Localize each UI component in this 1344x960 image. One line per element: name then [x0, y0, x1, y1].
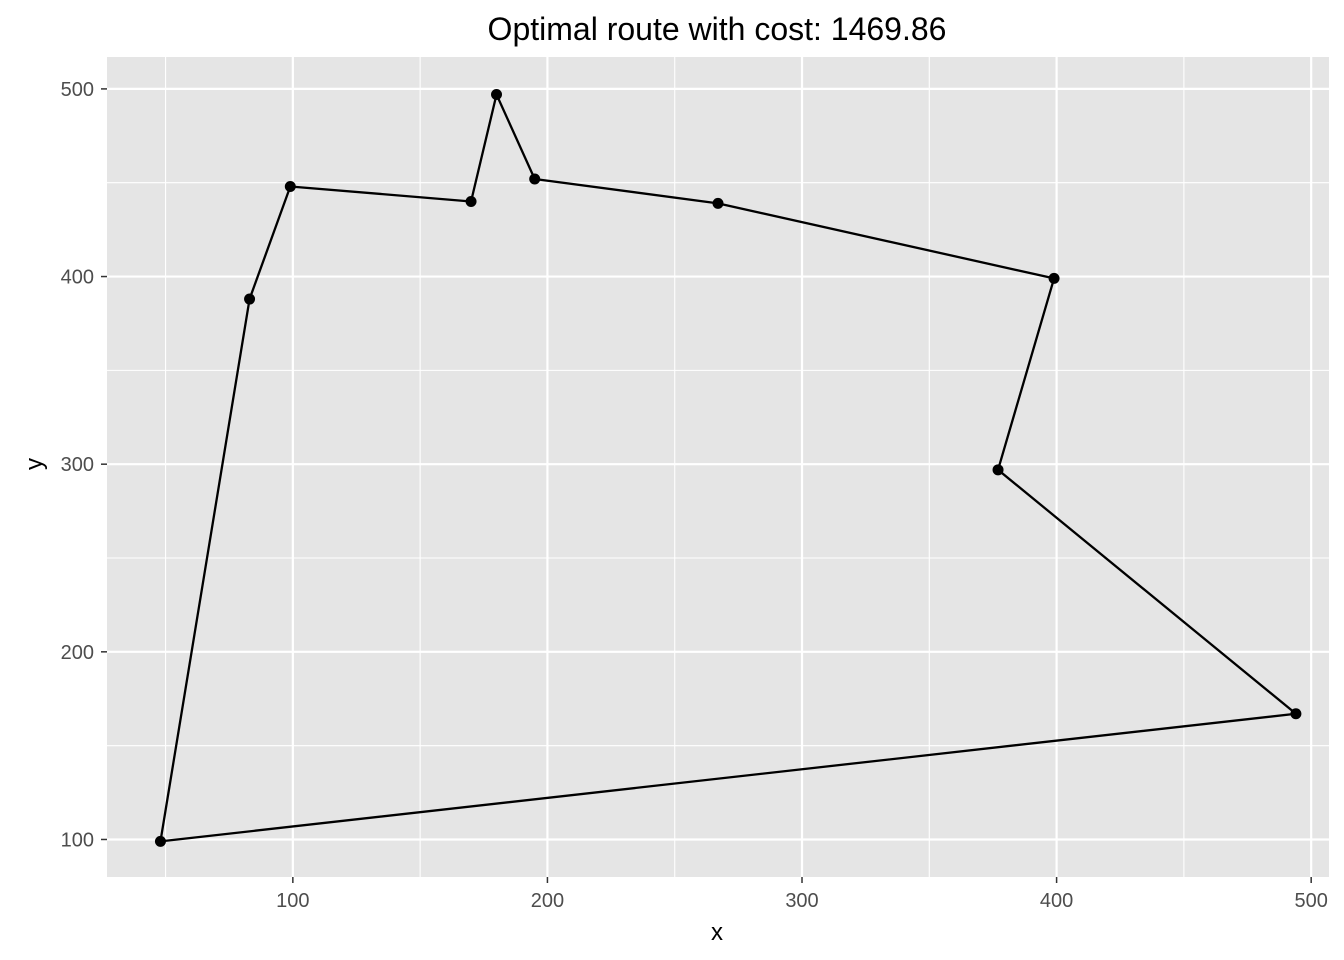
route-segment — [289, 185, 473, 203]
x-tick-label: 200 — [531, 890, 564, 912]
route-point — [712, 197, 724, 209]
route-point — [1290, 708, 1302, 720]
plot-panel — [107, 57, 1329, 877]
route-point — [529, 173, 541, 185]
y-axis-label: y — [21, 458, 48, 470]
route-segment — [159, 297, 251, 843]
route-point — [154, 835, 166, 847]
route-point — [284, 180, 296, 192]
minor-grid-lines — [107, 57, 1329, 877]
route-points-group — [154, 89, 1302, 847]
route-point — [491, 89, 503, 101]
route-segment — [996, 277, 1056, 471]
x-tick-label: 300 — [785, 890, 818, 912]
route-point — [465, 195, 477, 207]
y-axis: 100 200 300 400 500 — [61, 79, 107, 851]
route-point — [992, 464, 1004, 476]
chart-title: Optimal route with cost: 1469.86 — [488, 11, 947, 47]
route-segment — [248, 185, 292, 301]
y-tick-label: 300 — [61, 454, 94, 476]
x-axis: 100 200 300 400 500 — [276, 877, 1328, 912]
x-tick-label: 400 — [1040, 890, 1073, 912]
y-tick-label: 400 — [61, 267, 94, 289]
route-segment — [495, 93, 536, 181]
y-tick-label: 100 — [61, 829, 94, 851]
y-tick-label: 500 — [61, 79, 94, 101]
route-segment — [533, 177, 720, 205]
x-axis-label: x — [711, 919, 723, 946]
route-segment — [996, 468, 1298, 715]
route-point — [1048, 272, 1060, 284]
x-tick-label: 500 — [1294, 890, 1327, 912]
route-point — [244, 293, 256, 305]
x-tick-label: 100 — [276, 890, 309, 912]
y-tick-label: 200 — [61, 642, 94, 664]
route-segment — [716, 202, 1056, 280]
route-path-group — [159, 93, 1298, 843]
route-segment — [159, 712, 1298, 843]
route-segment — [469, 93, 498, 203]
